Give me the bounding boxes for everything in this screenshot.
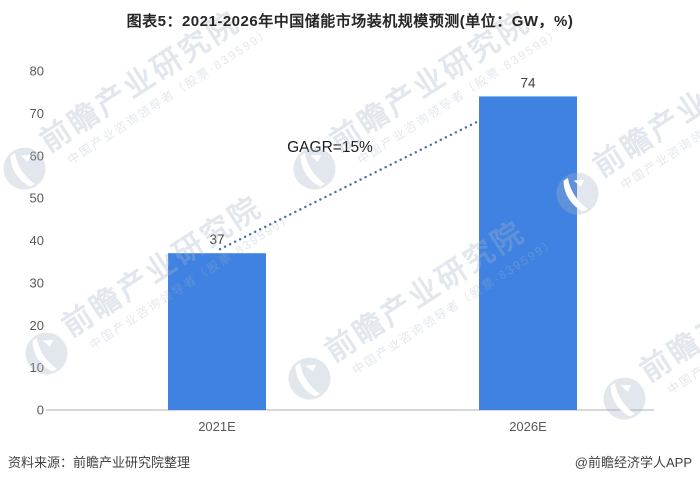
x-category-label-2021E: 2021E xyxy=(198,419,236,434)
credit-note: @前瞻经济学人APP xyxy=(574,455,692,470)
bar-value-label-2026E: 74 xyxy=(520,75,536,90)
y-tick-label-80: 80 xyxy=(30,64,44,79)
y-tick-label-30: 30 xyxy=(30,275,44,290)
y-tick-label-50: 50 xyxy=(30,191,44,206)
source-note: 资料来源：前瞻产业研究院整理 xyxy=(8,455,191,470)
x-category-label-2026E: 2026E xyxy=(509,419,547,434)
y-tick-label-20: 20 xyxy=(30,318,44,333)
bar-2021E xyxy=(168,253,266,410)
bar-value-label-2021E: 37 xyxy=(209,232,224,247)
y-tick-label-10: 10 xyxy=(30,360,44,375)
bar-2026E xyxy=(479,96,577,411)
y-tick-label-70: 70 xyxy=(30,106,44,121)
y-tick-label-40: 40 xyxy=(30,233,44,248)
cagr-annotation: GAGR=15% xyxy=(287,139,373,156)
y-tick-label-60: 60 xyxy=(30,148,44,163)
y-tick-label-0: 0 xyxy=(37,403,44,418)
chart-title: 图表5：2021-2026年中国储能市场装机规模预测(单位：GW，%) xyxy=(126,13,574,30)
